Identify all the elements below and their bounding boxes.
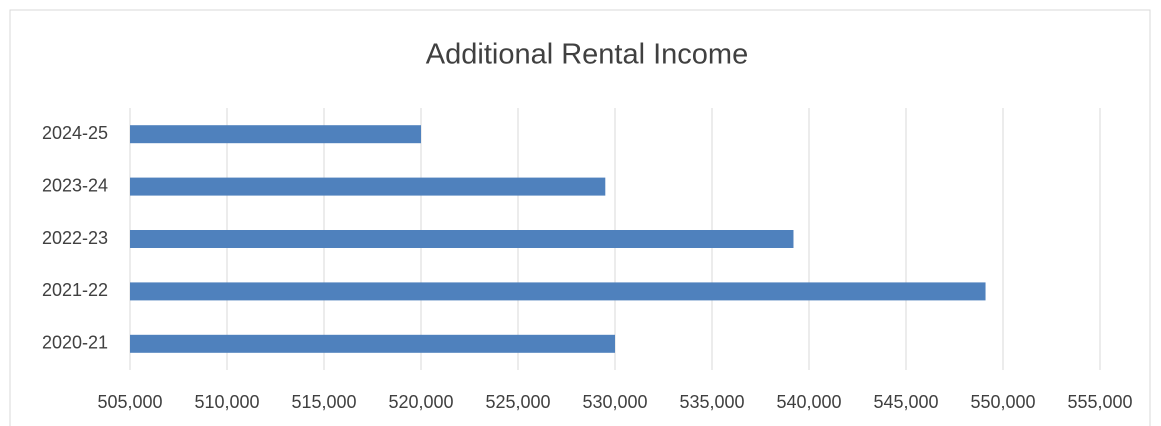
chart-border [9,9,1151,426]
x-tick-label: 555,000 [1067,392,1132,412]
y-tick-label: 2020-21 [42,333,108,353]
y-tick-label: 2023-24 [42,175,108,195]
bar [130,177,606,196]
x-tick-label: 525,000 [485,392,550,412]
bar [130,125,421,144]
y-tick-label: 2022-23 [42,228,108,248]
x-tick-label: 515,000 [291,392,356,412]
x-tick-label: 520,000 [388,392,453,412]
x-tick-label: 540,000 [776,392,841,412]
bar [130,230,794,248]
bar [130,282,986,301]
y-tick-label: 2021-22 [42,280,108,300]
bar [130,334,615,353]
x-tick-label: 550,000 [970,392,1035,412]
chart-title: Additional Rental Income [426,39,748,71]
x-tick-label: 535,000 [679,392,744,412]
y-tick-label: 2024-25 [42,123,108,143]
x-tick-label: 530,000 [582,392,647,412]
x-tick-label: 505,000 [97,392,162,412]
x-tick-label: 510,000 [194,392,259,412]
x-tick-label: 545,000 [873,392,938,412]
